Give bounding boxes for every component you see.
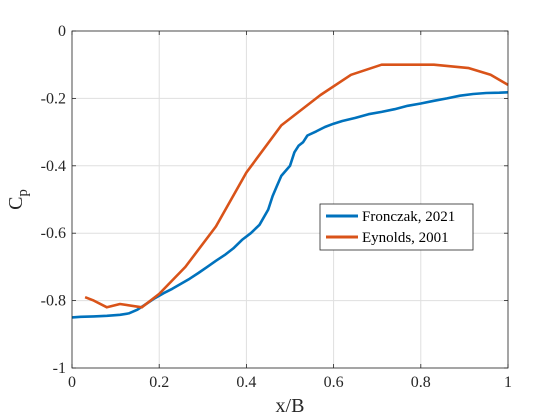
svg-text:Cp: Cp (5, 189, 31, 210)
y-axis-label-main: C (5, 197, 27, 210)
series-lines (72, 65, 508, 318)
y-tick-labels: 0 -0.2 -0.4 -0.6 -0.8 -1 (41, 23, 66, 377)
x-tick-label: 0.8 (411, 374, 431, 391)
y-tick-label: -0.4 (41, 158, 66, 175)
legend-label-fronczak: Fronczak, 2021 (362, 209, 455, 225)
legend: Fronczak, 2021 Eynolds, 2001 (320, 204, 473, 250)
y-tick-label: -0.2 (41, 90, 66, 107)
x-tick-label: 0 (68, 374, 76, 391)
x-tick-labels: 0 0.2 0.4 0.6 0.8 1 (68, 374, 512, 391)
y-tick-label: -1 (53, 360, 66, 377)
x-tick-label: 0.2 (149, 374, 169, 391)
y-axis-label-subscript: p (15, 189, 31, 197)
series-line-eynolds (85, 65, 508, 308)
y-tick-label: 0 (58, 23, 66, 40)
axes-frame (72, 31, 508, 368)
x-axis-label: x/B (276, 395, 305, 417)
grid-lines (72, 31, 508, 368)
legend-label-eynolds: Eynolds, 2001 (362, 230, 449, 246)
y-axis-label: Cp (5, 189, 31, 210)
x-tick-label: 0.4 (236, 374, 256, 391)
y-tick-label: -0.8 (41, 293, 66, 310)
x-tick-label: 1 (504, 374, 512, 391)
x-tick-label: 0.6 (324, 374, 344, 391)
y-tick-label: -0.6 (41, 225, 66, 242)
tick-marks (72, 31, 508, 368)
